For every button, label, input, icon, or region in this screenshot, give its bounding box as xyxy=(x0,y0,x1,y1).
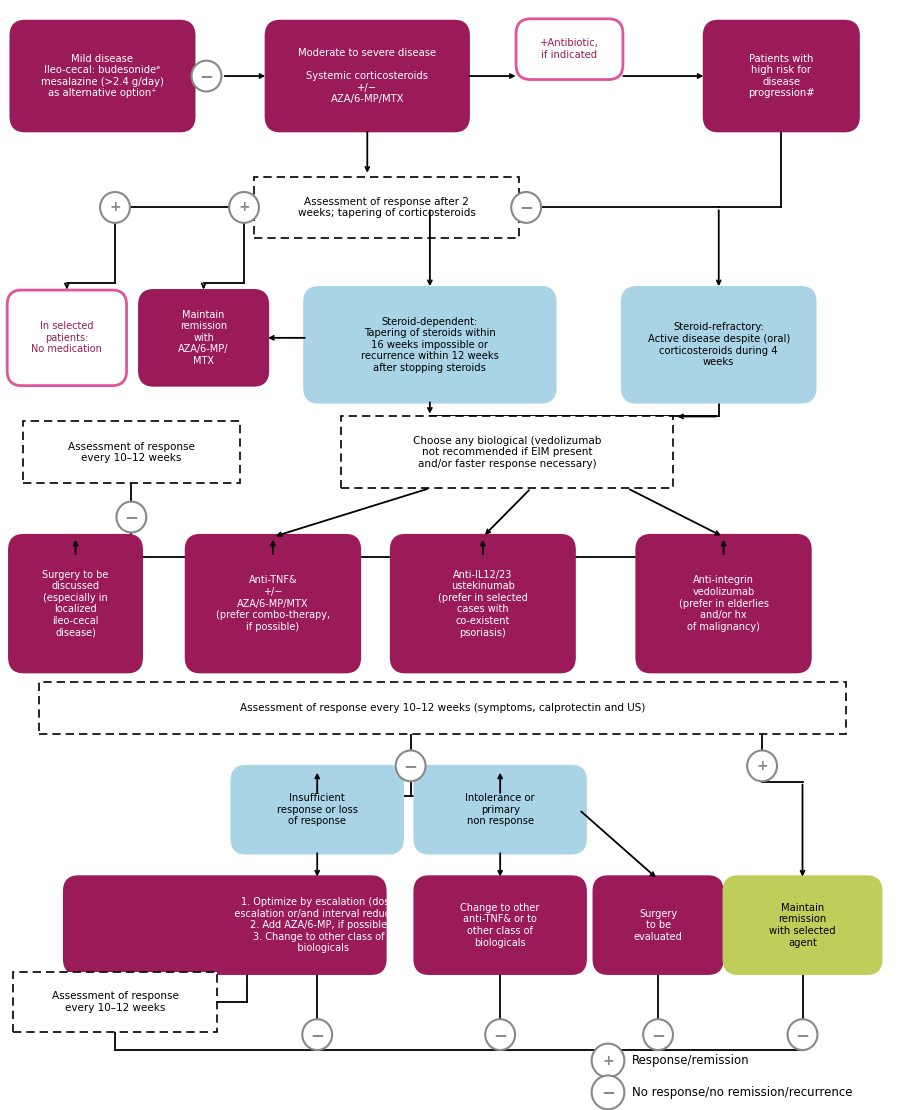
Circle shape xyxy=(644,1019,673,1050)
Text: −: − xyxy=(310,1026,324,1043)
Text: Mild disease
Ileo-cecal: budesonideᵉ
mesalazine (>2.4 g/day)
as alternative opti: Mild disease Ileo-cecal: budesonideᵉ mes… xyxy=(41,53,164,99)
Text: −: − xyxy=(493,1026,507,1043)
Text: Patients with
high risk for
disease
progression#: Patients with high risk for disease prog… xyxy=(748,53,814,99)
Text: Anti-TNF&
+/−
AZA/6-MP/MTX
(prefer combo-therapy,
if possible): Anti-TNF& +/− AZA/6-MP/MTX (prefer combo… xyxy=(216,575,330,632)
Text: Steroid-dependent:
Tapering of steroids within
16 weeks impossible or
recurrence: Steroid-dependent: Tapering of steroids … xyxy=(361,316,499,373)
Text: Surgery
to be
evaluated: Surgery to be evaluated xyxy=(634,909,682,941)
FancyBboxPatch shape xyxy=(594,877,723,973)
Text: −: − xyxy=(651,1026,665,1043)
Circle shape xyxy=(100,192,130,223)
FancyBboxPatch shape xyxy=(9,535,142,673)
Text: Assessment of response
every 10–12 weeks: Assessment of response every 10–12 weeks xyxy=(68,442,194,463)
Text: −: − xyxy=(124,508,139,526)
Text: Surgery to be
discussed
(especially in
localized
ileo-cecal
disease): Surgery to be discussed (especially in l… xyxy=(42,569,109,637)
FancyBboxPatch shape xyxy=(415,766,586,854)
Text: Response/remission: Response/remission xyxy=(632,1054,750,1067)
Text: Maintain
remission
with selected
agent: Maintain remission with selected agent xyxy=(770,902,836,948)
FancyBboxPatch shape xyxy=(13,972,217,1031)
Text: 1. Optimize by escalation (dose
   escalation or/and interval reduction)
2. Add : 1. Optimize by escalation (dose escalati… xyxy=(225,897,412,953)
Text: +Antibiotic,
if indicated: +Antibiotic, if indicated xyxy=(540,39,598,60)
Text: In selected
patients:
No medication: In selected patients: No medication xyxy=(32,321,103,354)
FancyBboxPatch shape xyxy=(7,290,127,385)
Text: +: + xyxy=(756,759,768,773)
Circle shape xyxy=(396,750,426,781)
Text: Assessment of response
every 10–12 weeks: Assessment of response every 10–12 weeks xyxy=(51,991,178,1012)
FancyBboxPatch shape xyxy=(391,535,575,673)
FancyBboxPatch shape xyxy=(341,416,673,488)
FancyBboxPatch shape xyxy=(704,21,859,131)
Text: −: − xyxy=(404,757,418,775)
FancyBboxPatch shape xyxy=(254,176,519,239)
FancyBboxPatch shape xyxy=(39,683,846,734)
Text: +: + xyxy=(109,201,121,214)
FancyBboxPatch shape xyxy=(140,290,268,385)
Text: Moderate to severe disease

Systemic corticosteroids
+/−
AZA/6-MP/MTX: Moderate to severe disease Systemic cort… xyxy=(298,48,436,104)
Circle shape xyxy=(485,1019,515,1050)
FancyBboxPatch shape xyxy=(415,877,586,973)
Text: Insufficient
response or loss
of response: Insufficient response or loss of respons… xyxy=(276,793,357,826)
FancyBboxPatch shape xyxy=(724,877,881,973)
Text: Steroid-refractory:
Active disease despite (oral)
corticosteroids during 4
weeks: Steroid-refractory: Active disease despi… xyxy=(648,322,790,367)
Text: Assessment of response every 10–12 weeks (symptoms, calprotectin and US): Assessment of response every 10–12 weeks… xyxy=(239,703,645,713)
Text: Maintain
remission
with
AZA/6-MP/
MTX: Maintain remission with AZA/6-MP/ MTX xyxy=(178,310,229,366)
Text: Anti-integrin
vedolizumab
(prefer in elderlies
and/or hx
of malignancy): Anti-integrin vedolizumab (prefer in eld… xyxy=(679,575,769,632)
Circle shape xyxy=(788,1019,817,1050)
Text: −: − xyxy=(796,1026,809,1043)
Circle shape xyxy=(591,1076,625,1109)
FancyBboxPatch shape xyxy=(64,877,385,973)
Text: Choose any biological (vedolizumab
not recommended if EIM present
and/or faster : Choose any biological (vedolizumab not r… xyxy=(413,436,601,468)
FancyBboxPatch shape xyxy=(11,21,194,131)
Text: +: + xyxy=(602,1053,614,1068)
Text: −: − xyxy=(519,199,533,216)
Circle shape xyxy=(192,61,221,91)
Circle shape xyxy=(747,750,777,781)
Circle shape xyxy=(591,1043,625,1078)
FancyBboxPatch shape xyxy=(304,287,555,403)
FancyBboxPatch shape xyxy=(622,287,815,403)
Text: +: + xyxy=(238,201,250,214)
Circle shape xyxy=(302,1019,332,1050)
Text: −: − xyxy=(601,1083,615,1101)
FancyBboxPatch shape xyxy=(266,21,469,131)
FancyBboxPatch shape xyxy=(516,19,623,80)
FancyBboxPatch shape xyxy=(636,535,811,673)
Text: Change to other
anti-TNF& or to
other class of
biologicals: Change to other anti-TNF& or to other cl… xyxy=(461,902,540,948)
Circle shape xyxy=(116,502,147,533)
Text: Assessment of response after 2
weeks; tapering of corticosteroids: Assessment of response after 2 weeks; ta… xyxy=(298,196,475,219)
Text: −: − xyxy=(200,67,213,85)
Circle shape xyxy=(230,192,259,223)
Text: Anti-IL12/23
ustekinumab
(prefer in selected
cases with
co-existent
psoriasis): Anti-IL12/23 ustekinumab (prefer in sele… xyxy=(438,569,527,637)
Text: Intolerance or
primary
non response: Intolerance or primary non response xyxy=(465,793,535,826)
FancyBboxPatch shape xyxy=(231,766,403,854)
Text: No response/no remission/recurrence: No response/no remission/recurrence xyxy=(632,1086,852,1099)
FancyBboxPatch shape xyxy=(23,422,239,483)
FancyBboxPatch shape xyxy=(185,535,360,673)
Circle shape xyxy=(511,192,541,223)
